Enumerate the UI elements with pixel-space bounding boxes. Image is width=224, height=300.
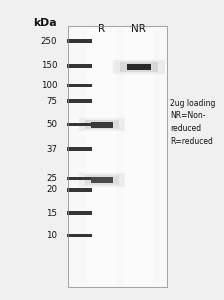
Text: 10: 10 (46, 231, 57, 240)
Text: 37: 37 (46, 145, 57, 154)
Bar (67, 122, 92, 127)
Text: 15: 15 (46, 208, 57, 217)
Text: 25: 25 (46, 174, 57, 183)
Bar (124, 28, 153, 284)
Bar (67, 176, 92, 181)
Bar (85, 175, 119, 185)
Text: 50: 50 (46, 120, 57, 129)
Text: 20: 20 (46, 185, 57, 194)
Bar (67, 188, 92, 192)
Bar (120, 61, 158, 72)
Bar (67, 211, 92, 215)
Bar (67, 64, 92, 68)
Text: NR: NR (131, 23, 146, 34)
Bar (91, 177, 113, 183)
Bar (79, 118, 125, 131)
Bar (79, 173, 125, 187)
Bar (127, 64, 151, 70)
Bar (68, 26, 167, 286)
Bar (67, 147, 92, 151)
Bar (68, 26, 167, 286)
Bar (67, 39, 92, 43)
Text: R: R (98, 23, 106, 34)
Bar (67, 99, 92, 103)
Text: 250: 250 (41, 37, 57, 46)
Bar (91, 122, 113, 128)
Text: 150: 150 (41, 61, 57, 70)
Text: kDa: kDa (34, 17, 57, 28)
Bar (67, 83, 92, 88)
Text: 2ug loading
NR=Non-
reduced
R=reduced: 2ug loading NR=Non- reduced R=reduced (170, 99, 216, 146)
Text: 100: 100 (41, 81, 57, 90)
Bar (67, 233, 92, 238)
Bar (113, 60, 165, 74)
Text: 75: 75 (46, 97, 57, 106)
Bar (87, 28, 116, 284)
Bar (85, 120, 119, 129)
